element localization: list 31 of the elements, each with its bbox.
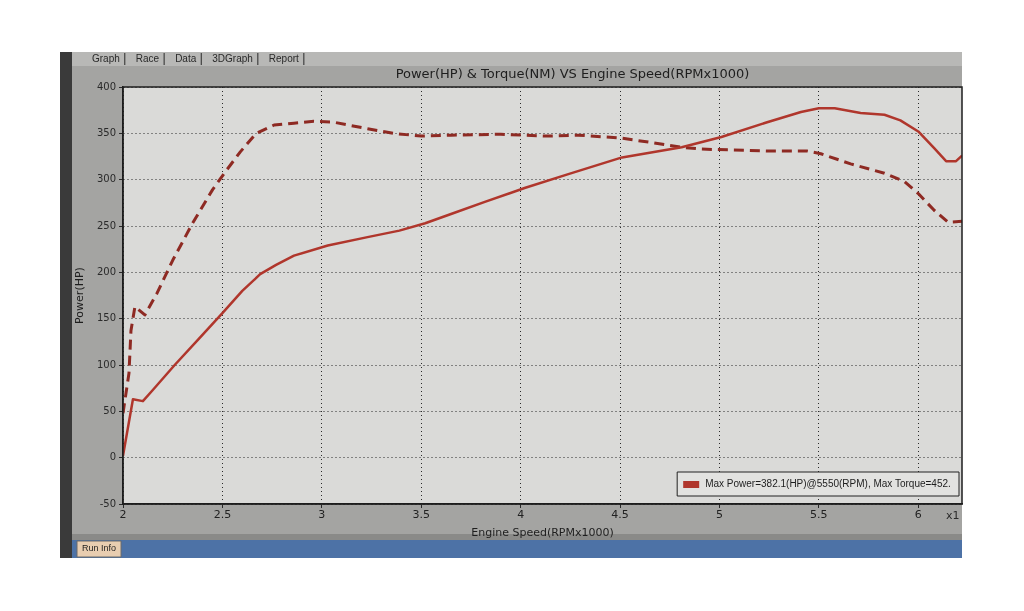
y-tick-label: 250 <box>96 219 116 231</box>
y-tick-label: 200 <box>96 265 116 277</box>
text: Race <box>135 52 160 64</box>
text: Data <box>175 52 197 64</box>
chart-title: Power(HP) & Torque(NM) VS Engine Speed(RPMx1000) <box>395 66 750 82</box>
x-tick-label: 4.5 <box>611 508 629 522</box>
text: Run Info <box>82 543 117 554</box>
text: Report <box>268 52 300 64</box>
y-tick-label: 0 <box>109 451 116 463</box>
x-tick-label: 5 <box>715 508 723 522</box>
y-tick-label: 100 <box>96 358 116 370</box>
x-axis-title: Engine Speed(RPMx1000) <box>471 526 614 540</box>
y-tick-label: 50 <box>103 404 116 416</box>
x-tick-label: 4 <box>517 508 525 522</box>
y-tick-label: -50 <box>99 497 116 509</box>
y-axis-title: Power(HP) <box>73 267 87 324</box>
text: Graph <box>92 52 120 64</box>
y-tick-label: 400 <box>96 80 116 92</box>
x-tick-label: 3.5 <box>412 508 430 522</box>
x-tick-label: 5.5 <box>810 508 828 522</box>
x-tick-label: 2 <box>119 508 127 522</box>
legend-label: Max Power=382.1(HP)@5550(RPM), Max Torque=452. <box>705 477 951 489</box>
x-tick-label: 6 <box>914 508 922 522</box>
line-series <box>123 119 962 415</box>
y-tick-label: 300 <box>96 173 116 185</box>
y-tick-label: 150 <box>96 312 116 324</box>
y-tick-label: 350 <box>96 126 116 138</box>
x-tick-label: 3 <box>318 508 326 522</box>
text: 3DGraph <box>212 52 253 64</box>
x-tick-label: 2.5 <box>213 508 232 522</box>
text: x1 <box>946 509 960 523</box>
